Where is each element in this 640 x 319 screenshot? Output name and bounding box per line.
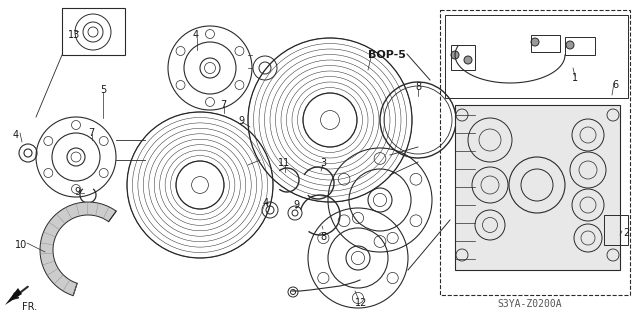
Text: 1: 1 [572, 73, 578, 83]
Text: 8: 8 [415, 82, 421, 92]
Bar [531, 35, 560, 52]
Text: BOP-5: BOP-5 [368, 50, 406, 60]
Text: 12: 12 [355, 298, 367, 308]
Bar [455, 105, 620, 270]
Text: 7: 7 [220, 100, 227, 110]
Circle shape [464, 56, 472, 64]
Circle shape [531, 38, 539, 46]
Text: 5: 5 [100, 85, 106, 95]
Text: 4: 4 [193, 30, 199, 40]
Text: 11: 11 [278, 158, 291, 168]
Bar [440, 10, 630, 295]
Bar [604, 215, 628, 245]
Bar [445, 15, 628, 98]
Text: 3: 3 [320, 158, 326, 168]
Text: 4: 4 [263, 198, 269, 208]
Bar [451, 45, 475, 70]
Text: 7: 7 [88, 128, 94, 138]
Polygon shape [5, 288, 22, 305]
Text: 13: 13 [68, 30, 80, 40]
Text: 6: 6 [612, 80, 618, 90]
Text: 4: 4 [13, 130, 19, 140]
Text: 9: 9 [238, 116, 244, 126]
Text: 2: 2 [623, 228, 629, 238]
Text: 8: 8 [320, 232, 326, 242]
Circle shape [566, 41, 574, 49]
Polygon shape [40, 202, 116, 296]
Text: S3YA-Z0200A: S3YA-Z0200A [498, 299, 563, 309]
Text: FR.: FR. [22, 302, 37, 312]
Text: 9: 9 [74, 187, 80, 197]
Bar [62, 8, 125, 55]
Circle shape [451, 51, 459, 59]
Text: 9: 9 [293, 200, 299, 210]
Bar [565, 37, 595, 55]
Text: 10: 10 [15, 240, 28, 250]
